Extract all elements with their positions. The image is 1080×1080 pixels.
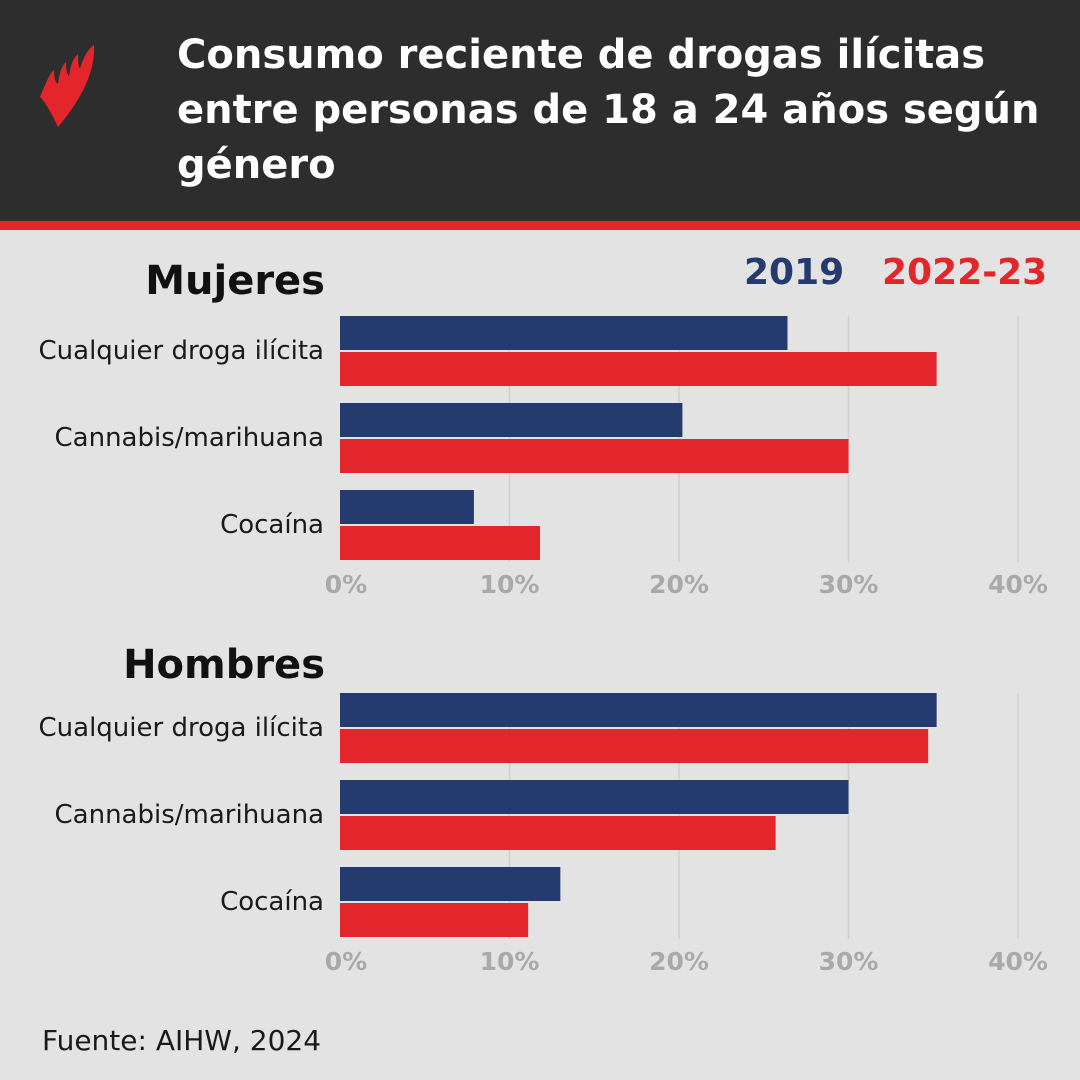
bar-2022-23-0	[340, 352, 937, 386]
header	[0, 0, 1080, 221]
x-tick-label: 40%	[988, 947, 1048, 976]
source-note: Fuente: AIHW, 2024	[42, 1024, 322, 1057]
bar-2022-23-2	[340, 903, 529, 937]
legend-2019: 2019	[744, 252, 845, 293]
category-label: Cualquier droga ilícita	[38, 713, 325, 743]
sbs-logo-icon	[40, 45, 95, 127]
bar-2019-0	[340, 693, 937, 727]
bar-2019-1	[340, 780, 849, 814]
panel-title-hombres: Hombres	[123, 642, 325, 688]
x-tick-label: 0%	[325, 947, 367, 976]
legend-2022-23: 2022-23	[882, 252, 1048, 293]
x-tick-label: 10%	[480, 570, 540, 599]
bar-2019-0	[340, 316, 788, 350]
panel-title-mujeres: Mujeres	[145, 258, 325, 304]
x-tick-label: 30%	[819, 570, 879, 599]
bar-2022-23-0	[340, 729, 929, 763]
bar-2022-23-2	[340, 526, 541, 560]
category-label: Cocaína	[220, 887, 324, 917]
bar-2019-2	[340, 490, 474, 524]
category-label: Cocaína	[220, 510, 324, 540]
header-divider	[0, 221, 1080, 230]
category-label: Cannabis/marihuana	[54, 423, 324, 453]
x-tick-label: 30%	[819, 947, 879, 976]
category-label: Cannabis/marihuana	[54, 800, 324, 830]
bar-2022-23-1	[340, 816, 776, 850]
bar-2019-2	[340, 867, 561, 901]
chart-title: Consumo reciente de drogas ilícitas entr…	[177, 32, 1040, 188]
category-label: Cualquier droga ilícita	[38, 336, 325, 366]
x-tick-label: 0%	[325, 570, 367, 599]
x-tick-label: 20%	[649, 947, 709, 976]
x-tick-label: 40%	[988, 570, 1048, 599]
bar-2019-1	[340, 403, 683, 437]
x-tick-label: 10%	[480, 947, 540, 976]
x-tick-label: 20%	[649, 570, 709, 599]
bar-2022-23-1	[340, 439, 849, 473]
